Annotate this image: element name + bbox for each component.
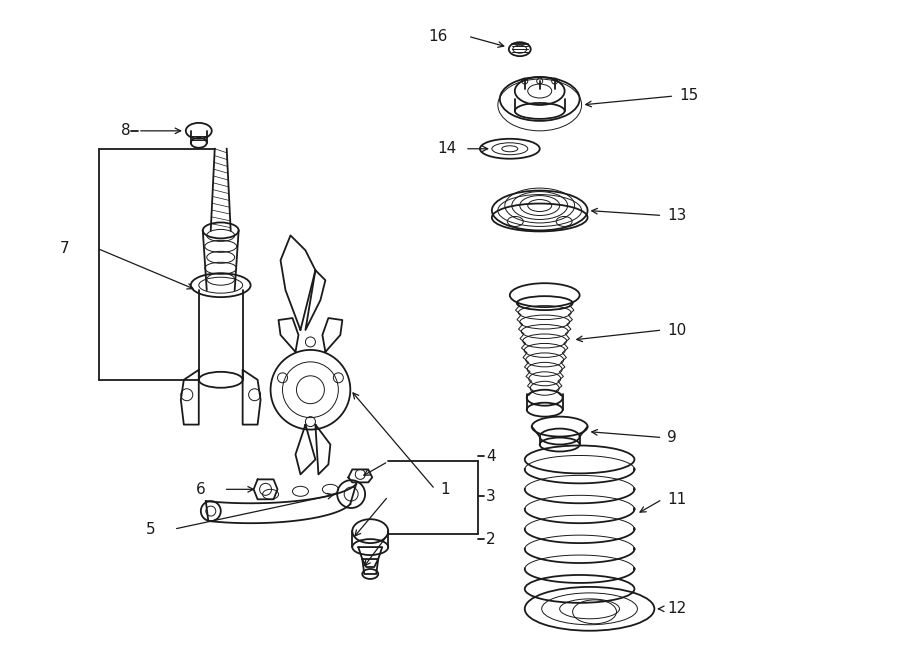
Text: 1: 1 [440, 482, 450, 497]
Text: 9: 9 [667, 430, 677, 445]
Text: 10: 10 [667, 323, 687, 338]
Text: 3: 3 [486, 488, 496, 504]
Text: 11: 11 [667, 492, 687, 507]
Text: 12: 12 [667, 602, 687, 616]
Text: 8: 8 [122, 124, 131, 138]
Text: 15: 15 [680, 89, 698, 104]
Text: 4: 4 [486, 449, 496, 464]
Text: 16: 16 [428, 28, 448, 44]
Text: 13: 13 [667, 208, 687, 223]
Text: 14: 14 [437, 141, 457, 156]
Text: 5: 5 [147, 522, 156, 537]
Text: 7: 7 [59, 241, 69, 256]
Text: 6: 6 [196, 482, 206, 497]
Text: 2: 2 [486, 531, 496, 547]
